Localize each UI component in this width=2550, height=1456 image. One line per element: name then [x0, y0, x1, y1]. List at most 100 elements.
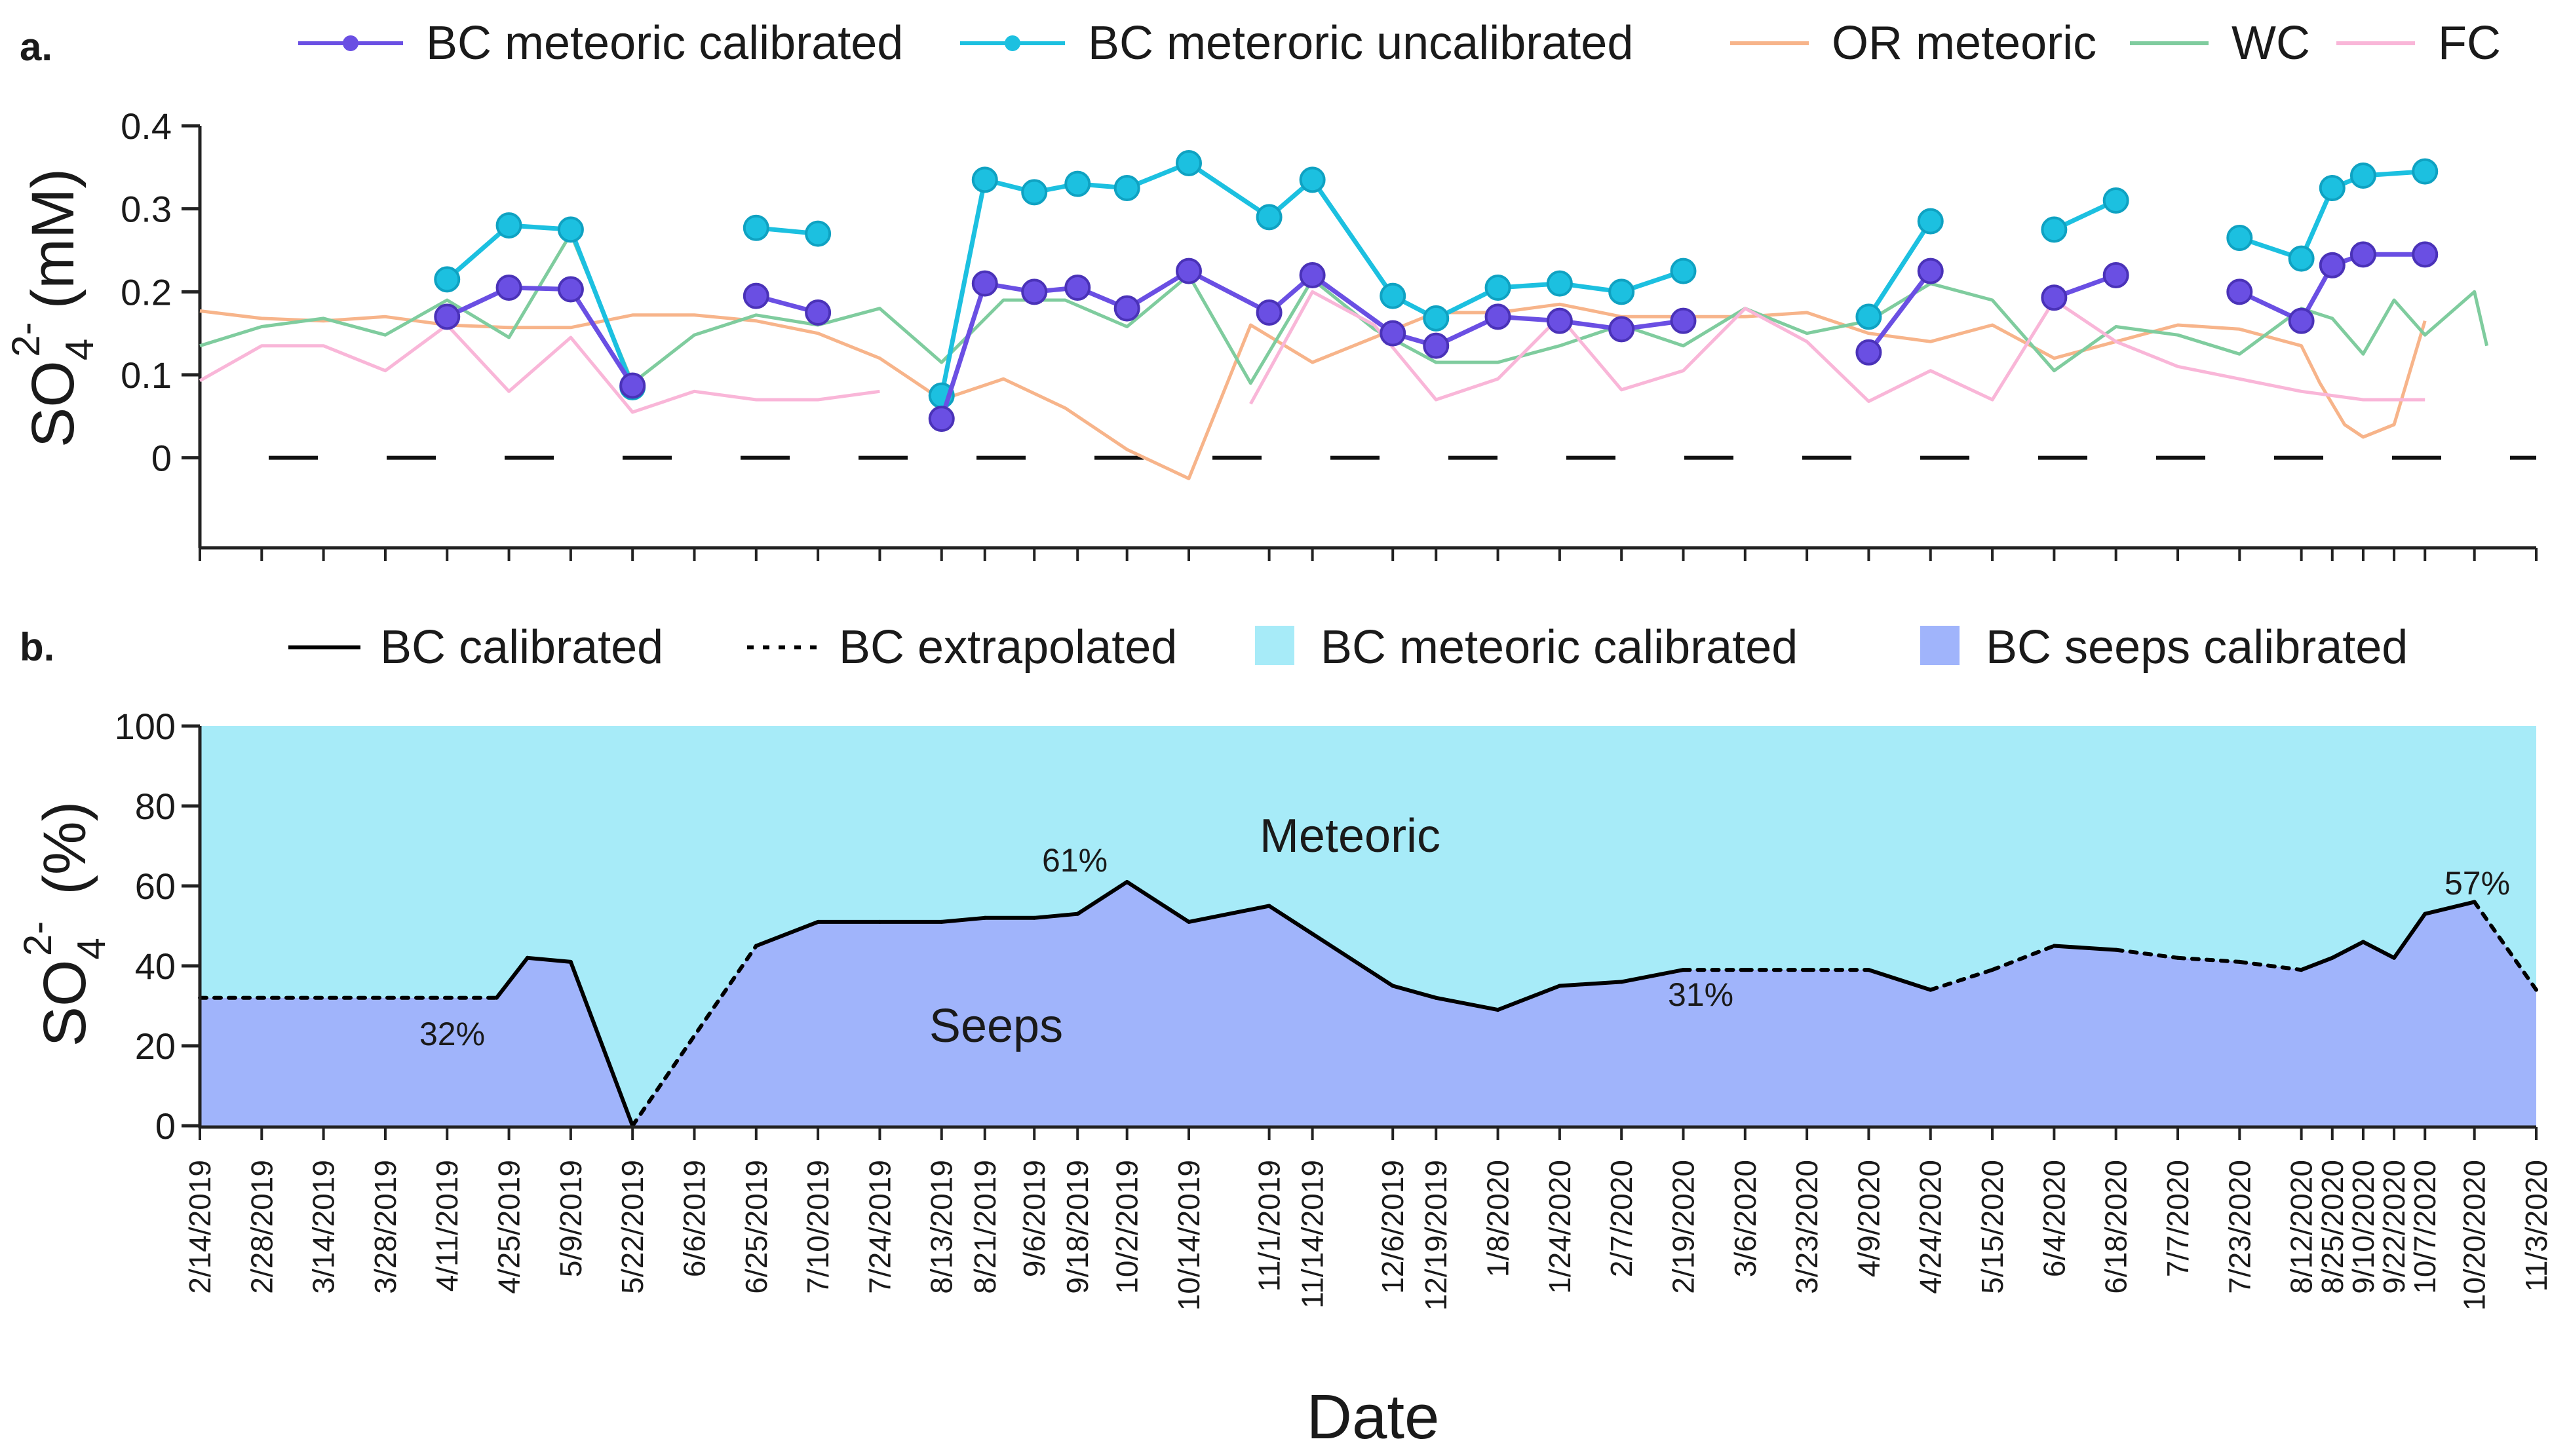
legend-swatch	[1920, 626, 1960, 665]
data-point-bc-meteoric-calibrated	[1175, 258, 1202, 284]
legend-marker	[343, 35, 358, 51]
panel-b-axes: 0 20 40 60 80 100 2/14/2019 2/28/2019 3/14/2019 3…	[115, 706, 2550, 1311]
legend-entry-bc-extrapolated: BC extrapolated	[747, 621, 1177, 674]
bc-calibrated-segment	[525, 955, 573, 964]
x-tick-label-date: 10/2/2019	[1110, 1160, 1144, 1294]
legend-entry-wc: WC	[2130, 17, 2310, 69]
data-point-bc-meteoric-calibrated	[1256, 299, 1283, 326]
x-tick-label-date: 5/9/2019	[554, 1160, 588, 1277]
data-point-bc-meteoric-calibrated	[2102, 262, 2129, 288]
bc-calibrated-segment	[2052, 944, 2118, 952]
panel-b-y-tick-label: 100	[115, 706, 176, 747]
panel-b-y-tick-label: 80	[135, 786, 176, 827]
data-point-bc-meteoric-calibrated	[1380, 320, 1406, 347]
data-point-bc-meteoric-calibrated	[1546, 307, 1573, 334]
svg-text:SO42-(mM): SO4 2- (mM)	[4, 168, 102, 448]
bc-calibrated-segment	[2299, 955, 2334, 972]
bc-calibrated-segment	[1496, 984, 1562, 1012]
legend-swatch	[1255, 626, 1294, 665]
x-tick-label-date: 12/19/2019	[1419, 1160, 1453, 1311]
region-label-seeps: Seeps	[929, 1000, 1063, 1052]
panel-a-ylabel-main: SO	[20, 360, 87, 448]
bc-extrapolated-segment	[2472, 900, 2538, 992]
x-tick-label-date: 7/23/2020	[2222, 1160, 2256, 1294]
region-label-meteoric: Meteoric	[1260, 810, 1440, 862]
data-point-bc-meteroric-uncalibrated	[1113, 175, 1140, 201]
data-point-bc-meteroric-uncalibrated	[1021, 179, 1048, 206]
data-point-bc-meteoric-calibrated	[1670, 307, 1697, 334]
data-point-bc-meteroric-uncalibrated	[1423, 305, 1450, 332]
data-point-bc-meteroric-uncalibrated	[2349, 163, 2376, 189]
bc-calibrated-segment	[2392, 911, 2427, 960]
x-tick-label-date: 11/1/2019	[1252, 1160, 1286, 1292]
bc-extrapolated-segment	[1990, 944, 2057, 972]
data-point-bc-meteoric-calibrated	[1484, 303, 1511, 330]
legend-entry-bc-seeps-calibrated: BC seeps calibrated	[1920, 621, 2408, 674]
x-tick-label-date: 2/19/2020	[1666, 1160, 1700, 1294]
legend-entry-or-meteoric: OR meteoric	[1730, 17, 2096, 69]
x-tick-label-date: 11/14/2019	[1296, 1160, 1330, 1309]
seeps-area	[200, 881, 2536, 1126]
legend-entry-fc: FC	[2336, 17, 2501, 69]
data-point-bc-meteoric-calibrated	[434, 303, 461, 330]
data-point-bc-meteoric-calibrated	[619, 372, 646, 399]
panel-b-label: b.	[20, 625, 54, 669]
data-point-bc-meteroric-uncalibrated	[1299, 166, 1326, 193]
x-tick-label-date: 2/14/2019	[183, 1160, 217, 1294]
data-point-bc-meteoric-calibrated	[1917, 258, 1944, 284]
bc-calibrated-segment	[1557, 980, 1624, 988]
data-point-bc-meteroric-uncalibrated	[495, 212, 522, 239]
panel-a-y-tick-label: 0.1	[121, 354, 172, 396]
panel-a-ylabel-sup: 2-	[4, 322, 48, 356]
x-tick-label-date: 8/13/2019	[925, 1160, 959, 1294]
bc-calibrated-segment	[1075, 879, 1129, 916]
x-tick-label-date: 7/7/2020	[2161, 1160, 2195, 1277]
x-tick-label-date: 4/9/2020	[1851, 1160, 1885, 1277]
panel-b-y-tick-label: 60	[135, 866, 176, 907]
x-tick-label-date: 10/20/2020	[2458, 1160, 2492, 1311]
data-point-bc-meteroric-uncalibrated	[1175, 150, 1202, 176]
data-point-bc-meteroric-uncalibrated	[1064, 170, 1091, 197]
data-point-bc-meteroric-uncalibrated	[1546, 270, 1573, 297]
x-tick-label-date: 5/22/2019	[615, 1160, 649, 1294]
data-point-bc-meteroric-uncalibrated	[2226, 225, 2253, 251]
data-point-bc-meteoric-calibrated	[2288, 307, 2315, 334]
svg-text:SO42-(%): SO4 2- (%)	[16, 801, 113, 1047]
panel-b-y-tick-label: 40	[135, 946, 176, 987]
x-tick-label-date: 3/6/2020	[1728, 1160, 1762, 1277]
x-tick-label-date: 8/21/2019	[968, 1160, 1002, 1294]
data-point-bc-meteroric-uncalibrated	[2288, 245, 2315, 272]
x-tick-label-date: 6/6/2019	[677, 1160, 711, 1277]
legend-label: BC meteroric uncalibrated	[1088, 17, 1633, 69]
data-point-bc-meteoric-calibrated	[2319, 252, 2346, 278]
bc-calibrated-segment	[1125, 879, 1191, 924]
legend-label: BC calibrated	[380, 621, 663, 674]
data-point-bc-meteroric-uncalibrated	[805, 220, 832, 247]
bc-calibrated-segment	[1434, 995, 1500, 1012]
panel-a-y-tick-label: 0.4	[121, 105, 172, 147]
x-tick-label-date: 6/4/2020	[2037, 1160, 2071, 1277]
data-point-bc-meteoric-calibrated	[743, 282, 769, 309]
data-point-bc-meteoric-calibrated	[2349, 241, 2376, 268]
x-tick-label-date: 2/28/2019	[244, 1160, 279, 1294]
bc-calibrated-segment	[1186, 904, 1271, 924]
legend-label: OR meteoric	[1832, 17, 2096, 69]
legend-label: BC meteoric calibrated	[1321, 621, 1798, 674]
series-line-bc-meteoric-calibrated	[1866, 269, 1933, 354]
bc-calibrated-segment	[2330, 940, 2365, 960]
x-tick-label-date: 9/22/2020	[2377, 1160, 2411, 1294]
series-line-fc	[1249, 290, 2425, 405]
bc-extrapolated-segment	[2175, 955, 2242, 964]
bc-calibrated-segment	[2361, 940, 2397, 960]
panel-a-ylabel: SO4 2- (mM)	[4, 168, 102, 448]
legend-label: BC seeps calibrated	[1986, 621, 2408, 674]
legend-label: WC	[2231, 17, 2310, 69]
x-tick-label-date: 3/23/2020	[1790, 1160, 1824, 1294]
bc-calibrated-segment	[754, 919, 821, 948]
data-point-bc-meteoric-calibrated	[2412, 241, 2439, 268]
data-point-bc-meteoric-calibrated	[557, 276, 584, 303]
data-point-bc-meteoric-calibrated	[1423, 332, 1450, 359]
data-point-bc-meteroric-uncalibrated	[2102, 187, 2129, 214]
panel-b-boundary-line	[198, 879, 2538, 1128]
